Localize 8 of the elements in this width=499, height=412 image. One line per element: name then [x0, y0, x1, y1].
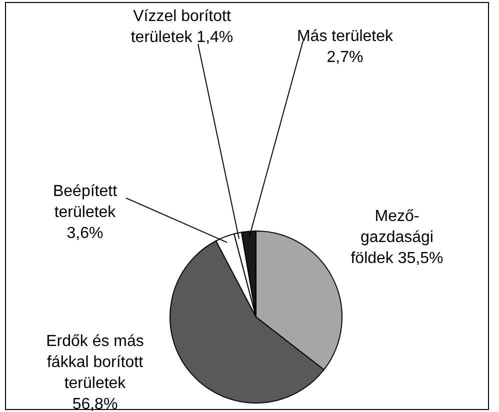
- data-label: 3,6%: [66, 225, 104, 242]
- slice-label: Vízzel borított területek 1,4%: [130, 8, 234, 46]
- slice-label: Mező- gazdasági földek 35,5%: [350, 208, 444, 267]
- slice-label: Erdők és más fákkal borított területek: [46, 333, 144, 392]
- slice-label: Beépített területek: [52, 183, 118, 221]
- data-label: 2,7%: [326, 49, 364, 66]
- slice-label: Más területek: [296, 28, 394, 45]
- data-label: 56,8%: [72, 396, 118, 412]
